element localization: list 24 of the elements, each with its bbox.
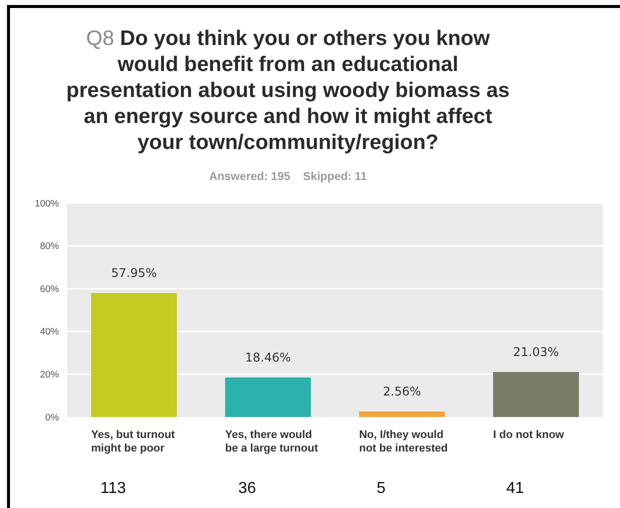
y-tick-label: 0% bbox=[45, 412, 60, 424]
text: 113 bbox=[100, 480, 126, 497]
bar bbox=[91, 292, 177, 417]
chart-title: Q8 Do you think you or others you know would benefit from an educational presentation about using woody biomass as an energy source and how it might affect your town/community/region? bbox=[66, 27, 510, 154]
chart-subtitle: Answered: 195 Skipped: 11 bbox=[209, 171, 368, 183]
y-tick-label: 60% bbox=[40, 284, 60, 295]
y-tick-label: 80% bbox=[40, 241, 60, 252]
data-label: 18.46% bbox=[245, 350, 291, 364]
data-label: 21.03% bbox=[513, 344, 559, 359]
text: 41 bbox=[506, 480, 524, 497]
x-tick-label: Yes, there would be a large turnout bbox=[225, 429, 318, 454]
bar bbox=[493, 372, 579, 417]
y-tick-label: 100% bbox=[34, 198, 60, 210]
bar bbox=[359, 412, 445, 417]
x-tick-label: Yes, but turnout might be poor bbox=[91, 429, 176, 454]
x-tick-label: No, I/they would not be interested bbox=[359, 429, 448, 454]
text: 36 bbox=[238, 480, 256, 497]
text: 5 bbox=[376, 480, 386, 497]
bar bbox=[225, 377, 311, 417]
data-label: 2.56% bbox=[382, 384, 422, 399]
x-tick-label: I do not know bbox=[493, 429, 564, 441]
y-tick-label: 20% bbox=[40, 370, 60, 381]
y-tick-label: 40% bbox=[40, 326, 60, 338]
data-label: 57.95% bbox=[111, 266, 157, 280]
